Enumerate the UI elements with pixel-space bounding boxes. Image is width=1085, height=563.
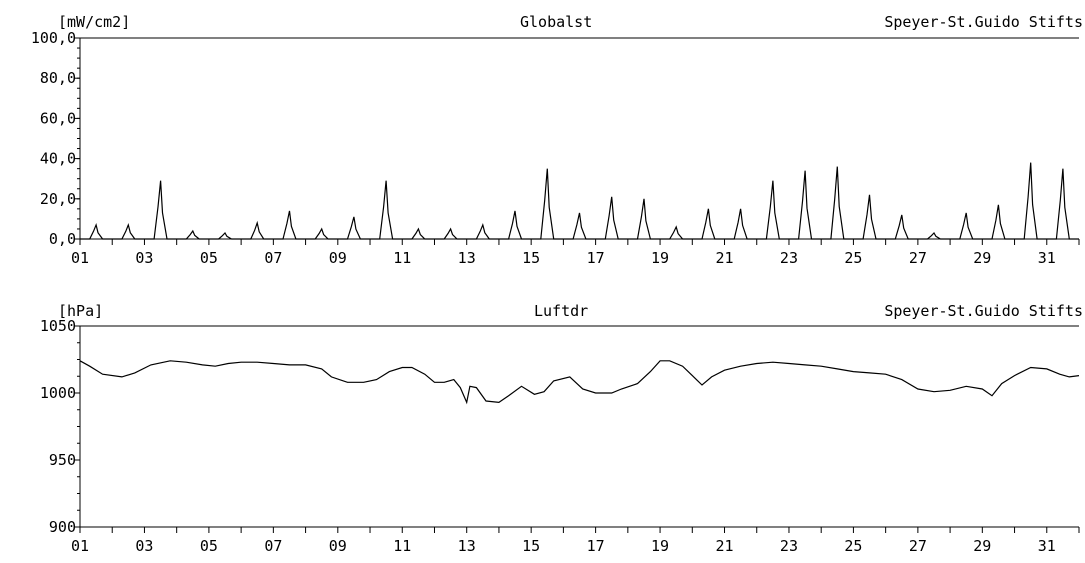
pressure-station-title: Speyer-St.Guido Stifts [884,302,1083,320]
x-tick-label: 31 [1038,249,1056,267]
x-tick-label: 17 [587,537,605,555]
y-tick-label: 950 [49,451,76,469]
pressure-y-axis: 900 950 1000 1050 [40,317,1079,536]
x-tick-label: 25 [844,537,862,555]
x-tick-label: 05 [200,537,218,555]
pressure-unit-label: [hPa] [58,302,103,320]
y-tick-label: 1000 [40,384,76,402]
x-tick-label: 21 [715,537,733,555]
radiation-y-axis: 0,0 20,0 40,0 60,0 80,0 100,0 [31,29,1079,248]
x-tick-label: 29 [973,249,991,267]
y-tick-label: 0,0 [49,230,76,248]
y-tick-label: 100,0 [31,29,76,47]
x-tick-label: 07 [264,537,282,555]
y-tick-label: 80,0 [40,69,76,87]
x-tick-label: 09 [329,537,347,555]
pressure-series-line [79,360,1080,405]
x-tick-label: 29 [973,537,991,555]
x-tick-label: 01 [71,249,89,267]
radiation-parameter-title: Globalst [520,13,592,31]
x-tick-label: 25 [844,249,862,267]
x-tick-label: 21 [715,249,733,267]
x-tick-label: 15 [522,249,540,267]
x-tick-label: 31 [1038,537,1056,555]
x-tick-label: 05 [200,249,218,267]
radiation-station-title: Speyer-St.Guido Stifts [884,13,1083,31]
x-tick-label: 13 [458,249,476,267]
pressure-parameter-title: Luftdr [534,302,588,320]
x-tick-label: 09 [329,249,347,267]
radiation-unit-label: [mW/cm2] [58,13,130,31]
x-tick-label: 23 [780,249,798,267]
x-tick-label: 23 [780,537,798,555]
y-tick-label: 60,0 [40,109,76,127]
radiation-series-line [80,162,1079,240]
x-tick-label: 01 [71,537,89,555]
radiation-panel: [mW/cm2] Globalst Speyer-St.Guido Stifts… [31,13,1083,267]
x-tick-label: 19 [651,249,669,267]
x-tick-label: 03 [135,537,153,555]
x-tick-label: 11 [393,537,411,555]
pressure-plot-area [79,360,1080,405]
x-tick-label: 17 [587,249,605,267]
pressure-panel: [hPa] Luftdr Speyer-St.Guido Stifts 9009… [40,302,1083,555]
x-tick-label: 15 [522,537,540,555]
y-tick-label: 1050 [40,317,76,335]
x-tick-label: 03 [135,249,153,267]
y-tick-label: 40,0 [40,150,76,168]
x-tick-label: 11 [393,249,411,267]
radiation-plot-area [80,162,1079,240]
y-tick-label: 20,0 [40,190,76,208]
x-tick-label: 07 [264,249,282,267]
x-tick-label: 13 [458,537,476,555]
x-tick-label: 19 [651,537,669,555]
pressure-x-axis: 01 03 05 07 09 11 13 15 17 19 21 23 25 27 29 31 [71,526,1080,555]
y-tick-label: 900 [49,518,76,536]
x-tick-label: 27 [909,537,927,555]
radiation-x-axis: 01 03 05 07 09 11 13 15 17 19 21 23 25 27 29 31 [71,238,1080,267]
x-tick-label: 27 [909,249,927,267]
